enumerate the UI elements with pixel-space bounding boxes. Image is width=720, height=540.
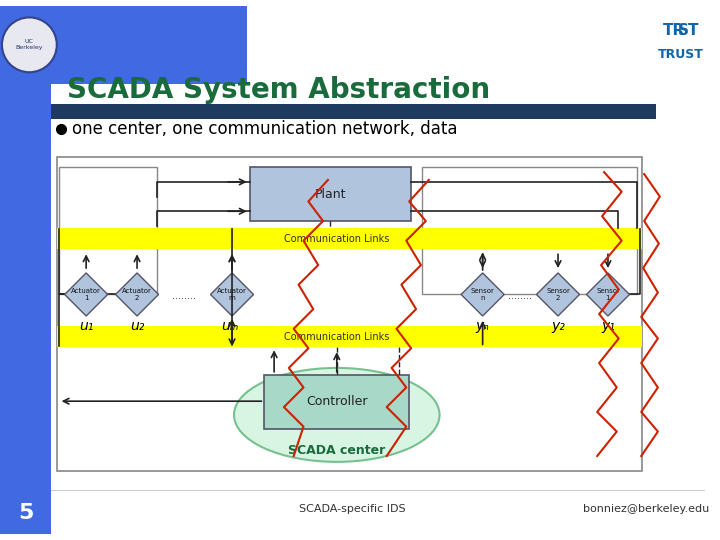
Text: Actuator
2: Actuator 2 [122,288,152,301]
Bar [59,167,157,294]
Ellipse shape [234,368,440,462]
Polygon shape [536,273,580,316]
Bar [51,104,656,119]
Text: UC
Berkeley: UC Berkeley [16,39,43,50]
Bar [57,228,642,249]
Text: SCADA-specific IDS: SCADA-specific IDS [299,504,406,514]
Text: TRUST: TRUST [657,48,703,61]
Text: u₁: u₁ [79,319,94,333]
Text: Sensor
1: Sensor 1 [596,288,620,301]
Text: yₙ: yₙ [476,319,490,333]
Polygon shape [461,273,504,316]
Text: one center, one communication network, data: one center, one communication network, d… [73,120,458,138]
Text: bonniez@berkeley.edu: bonniez@berkeley.edu [583,504,709,514]
Text: TR: TR [663,23,685,38]
Text: Actuator
m: Actuator m [217,288,247,301]
Bar [57,326,642,347]
Text: Actuator
1: Actuator 1 [71,288,101,301]
Text: Sensor
n: Sensor n [471,288,495,301]
Polygon shape [115,273,158,316]
Bar [250,167,411,221]
Bar [57,158,642,471]
Polygon shape [210,273,253,316]
Text: uₘ: uₘ [221,319,239,333]
Text: y₁: y₁ [601,319,615,333]
Polygon shape [586,273,629,316]
Text: y₂: y₂ [551,319,565,333]
Text: SCADA center: SCADA center [288,444,385,457]
Text: ST: ST [678,23,699,38]
Text: u₂: u₂ [130,319,144,333]
Text: Controller: Controller [306,395,367,408]
Text: Communication Links: Communication Links [284,332,390,342]
Text: ........: ........ [508,292,532,301]
Text: Sensor
2: Sensor 2 [546,288,570,301]
Bar [264,375,409,429]
Bar [0,6,51,534]
Bar [51,6,247,84]
Text: SCADA System Abstraction: SCADA System Abstraction [66,76,490,104]
Text: 5: 5 [18,503,33,523]
Text: Communication Links: Communication Links [284,234,390,244]
Bar [422,167,637,294]
Polygon shape [65,273,108,316]
Circle shape [2,17,57,72]
Text: ........: ........ [172,292,196,301]
Text: Plant: Plant [315,187,346,201]
